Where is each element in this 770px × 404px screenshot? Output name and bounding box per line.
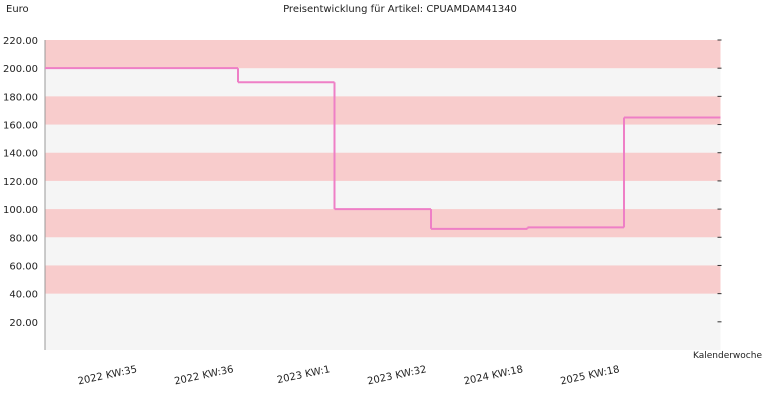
y-tick-label: 160.00 <box>3 121 38 132</box>
plot-band <box>45 265 721 294</box>
x-tick-label: 2023 KW:1 <box>276 364 331 386</box>
y-tick-label: 40.00 <box>9 290 38 301</box>
x-tick-label: 2025 KW:18 <box>559 364 620 387</box>
y-tick-label: 220.00 <box>3 36 38 47</box>
plot-band <box>45 96 721 125</box>
plot-band <box>45 209 721 238</box>
y-tick-label: 100.00 <box>3 205 38 216</box>
x-tick-label: 2024 KW:18 <box>463 364 524 387</box>
chart-title: Preisentwicklung für Artikel: CPUAMDAM41… <box>283 4 517 15</box>
y-tick-label: 140.00 <box>3 149 38 160</box>
y-axis-label: Euro <box>6 4 29 15</box>
x-tick-label: 2023 KW:32 <box>366 364 427 387</box>
plot-band <box>45 152 721 181</box>
x-axis-label: Kalenderwoche <box>693 351 762 361</box>
y-tick-label: 80.00 <box>9 233 38 244</box>
y-tick-label: 200.00 <box>3 64 38 75</box>
x-tick-label: 2022 KW:35 <box>77 364 138 387</box>
y-tick-label: 20.00 <box>9 318 38 329</box>
plot-band <box>45 40 721 69</box>
y-tick-label: 120.00 <box>3 177 38 188</box>
x-tick-label: 2022 KW:36 <box>173 364 234 387</box>
y-tick-label: 60.00 <box>9 261 38 272</box>
y-tick-label: 180.00 <box>3 92 38 103</box>
plot-background <box>45 40 721 350</box>
